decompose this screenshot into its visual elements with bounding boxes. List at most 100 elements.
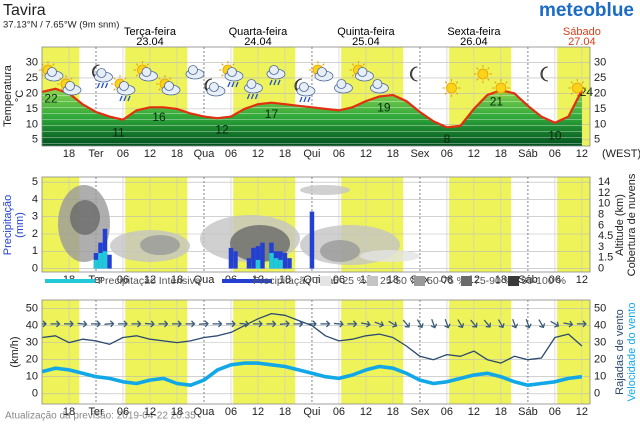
icon-ray xyxy=(59,77,62,80)
x-tick-label: 12 xyxy=(252,148,264,160)
daylight-band xyxy=(125,300,188,404)
wind-arrow xyxy=(42,320,47,328)
y2-tick-label: 10 xyxy=(594,371,606,383)
icon-cloud xyxy=(336,79,347,89)
precip-bar xyxy=(287,258,292,269)
icon-rain xyxy=(254,93,259,100)
coordinates: 37.13°N / 7.65°W (9m snm) xyxy=(3,20,119,31)
x-tick-label: 12 xyxy=(252,406,264,418)
wind-arrow xyxy=(144,320,155,328)
wind-arrow xyxy=(225,320,236,328)
precip-bar xyxy=(246,258,252,269)
icon-ray xyxy=(135,74,139,77)
precip-bar xyxy=(251,247,256,269)
legend-swatch xyxy=(320,276,331,286)
icon-ray xyxy=(221,74,224,77)
wind-arrow xyxy=(63,320,74,328)
wind-arrow xyxy=(306,320,317,328)
icon-rain xyxy=(303,96,307,103)
day-date: 23.04 xyxy=(136,36,164,48)
icon-ray xyxy=(113,77,116,80)
wind-arrow xyxy=(131,320,142,328)
wind-arrow xyxy=(50,320,61,328)
y-tick-label: 3 xyxy=(32,211,38,223)
icon-ray xyxy=(322,63,325,66)
wind-arrow xyxy=(374,321,385,328)
x-tick-label: 18 xyxy=(63,148,75,160)
icon-ray xyxy=(505,92,508,95)
icon-ray xyxy=(487,78,490,81)
x-tick-label: 12 xyxy=(576,274,588,286)
plot-frame xyxy=(41,46,591,147)
x-tick-label: 18 xyxy=(387,406,399,418)
x-tick-label: 18 xyxy=(279,274,291,286)
icon-cloud xyxy=(227,67,237,77)
icon-cloud xyxy=(246,79,257,89)
x-tick-label: 06 xyxy=(117,406,129,418)
wind-arrow xyxy=(483,319,492,328)
y-tick-label: 1 xyxy=(32,245,38,257)
y2-axis-label: Altitude (km) xyxy=(614,194,626,256)
x-tick-label: 12 xyxy=(468,406,480,418)
y-tick-label: 50 xyxy=(26,302,38,314)
y2-tick-label: 25 xyxy=(594,72,606,84)
icon-cloud xyxy=(188,65,198,75)
x-tick-label: Sex xyxy=(410,148,429,160)
x-tick-label: 06 xyxy=(117,274,129,286)
icon-ray xyxy=(570,81,574,84)
x-tick-label: 06 xyxy=(549,406,561,418)
icon-rain xyxy=(100,82,105,89)
wind-arrow xyxy=(388,320,398,328)
day-name: Terça-feira xyxy=(124,26,177,38)
wind-arrow xyxy=(320,320,331,328)
y2-tick-label: 50 xyxy=(594,302,606,314)
wind-arrow xyxy=(416,319,424,329)
x-tick-label: Qua xyxy=(194,274,216,286)
x-unit-label: (WEST) xyxy=(602,148,640,160)
icon-ray xyxy=(146,63,150,66)
x-tick-label: Sáb xyxy=(518,406,538,418)
wind-arrow xyxy=(266,320,277,328)
y-axis-label: Temperatura xyxy=(2,64,14,127)
y-tick-label: 0 xyxy=(32,388,38,400)
x-tick-label: 12 xyxy=(144,274,156,286)
legend-label: Precipitação Total xyxy=(253,275,336,287)
wind-arrow xyxy=(293,320,304,328)
x-tick-label: 18 xyxy=(495,148,507,160)
y-axis-unit: (mm) xyxy=(14,212,26,238)
temperature-extreme: 16 xyxy=(152,110,166,124)
precip-bar xyxy=(273,258,279,269)
x-tick-label: 06 xyxy=(549,148,561,160)
wind-arrow xyxy=(430,318,438,329)
icon-rain xyxy=(119,95,123,102)
icon-rain xyxy=(307,96,311,103)
wind-arrow xyxy=(563,320,574,328)
y-tick-label: 5 xyxy=(32,134,38,146)
icon-ray xyxy=(169,77,172,80)
icon-rain xyxy=(299,96,303,103)
logo: meteoblue xyxy=(539,0,634,21)
temperature-extreme: 11 xyxy=(112,125,125,139)
icon-ray xyxy=(362,63,366,66)
icon-rain xyxy=(127,95,131,102)
icon-cloud xyxy=(96,68,107,78)
x-tick-label: Qua xyxy=(194,148,216,160)
icon-cloud xyxy=(65,81,75,91)
x-tick-label: Sex xyxy=(410,406,429,418)
icon-rain xyxy=(273,79,277,86)
wind-arrow xyxy=(457,319,465,329)
precip-bar xyxy=(278,259,283,269)
x-tick-label: 06 xyxy=(333,274,345,286)
daylight-band xyxy=(341,300,404,404)
y2-tick-label: 15 xyxy=(594,103,606,115)
icon-rain xyxy=(277,79,281,86)
icon-rain xyxy=(235,81,239,88)
x-tick-label: 12 xyxy=(468,148,480,160)
wind-gust-line xyxy=(42,312,583,364)
y2-tick-label: 0 xyxy=(594,388,600,400)
icon-ray xyxy=(52,63,55,66)
x-tick-label: 18 xyxy=(387,274,399,286)
y-tick-label: 10 xyxy=(26,371,38,383)
x-tick-label: 18 xyxy=(63,406,75,418)
x-tick-label: 12 xyxy=(576,406,588,418)
